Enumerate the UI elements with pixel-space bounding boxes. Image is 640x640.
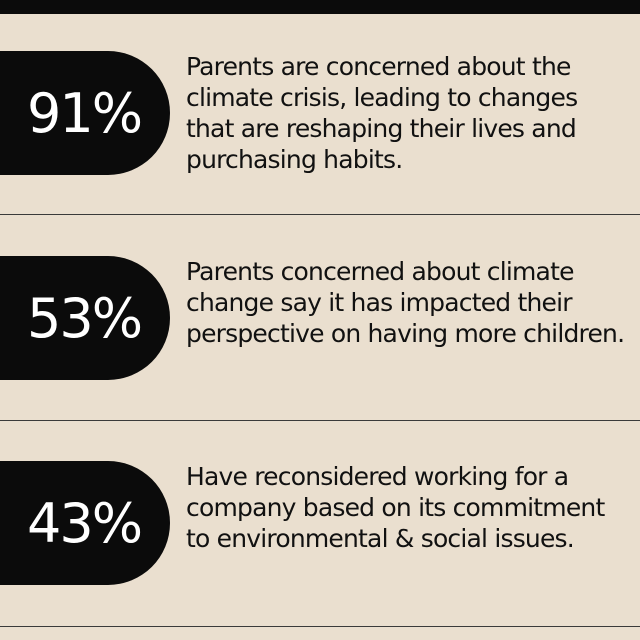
divider [0, 420, 640, 421]
stat-value-pill: 43% [0, 461, 170, 585]
stat-value-pill: 91% [0, 51, 170, 175]
stat-row-3: 43% Have reconsidered working for a comp… [0, 424, 640, 629]
stat-value: 91% [27, 81, 143, 145]
stat-description: Parents concerned about climate change s… [186, 257, 625, 348]
stat-row-1: 91% Parents are concerned about the clim… [0, 14, 640, 219]
stat-description: Parents are concerned about the climate … [186, 52, 578, 174]
divider [0, 626, 640, 627]
stat-description: Have reconsidered working for a company … [186, 462, 605, 553]
stat-value-pill: 53% [0, 256, 170, 380]
stat-value: 43% [27, 491, 143, 555]
top-bar [0, 0, 640, 14]
stat-row-2: 53% Parents concerned about climate chan… [0, 219, 640, 424]
stat-value: 53% [27, 286, 143, 350]
divider [0, 214, 640, 215]
